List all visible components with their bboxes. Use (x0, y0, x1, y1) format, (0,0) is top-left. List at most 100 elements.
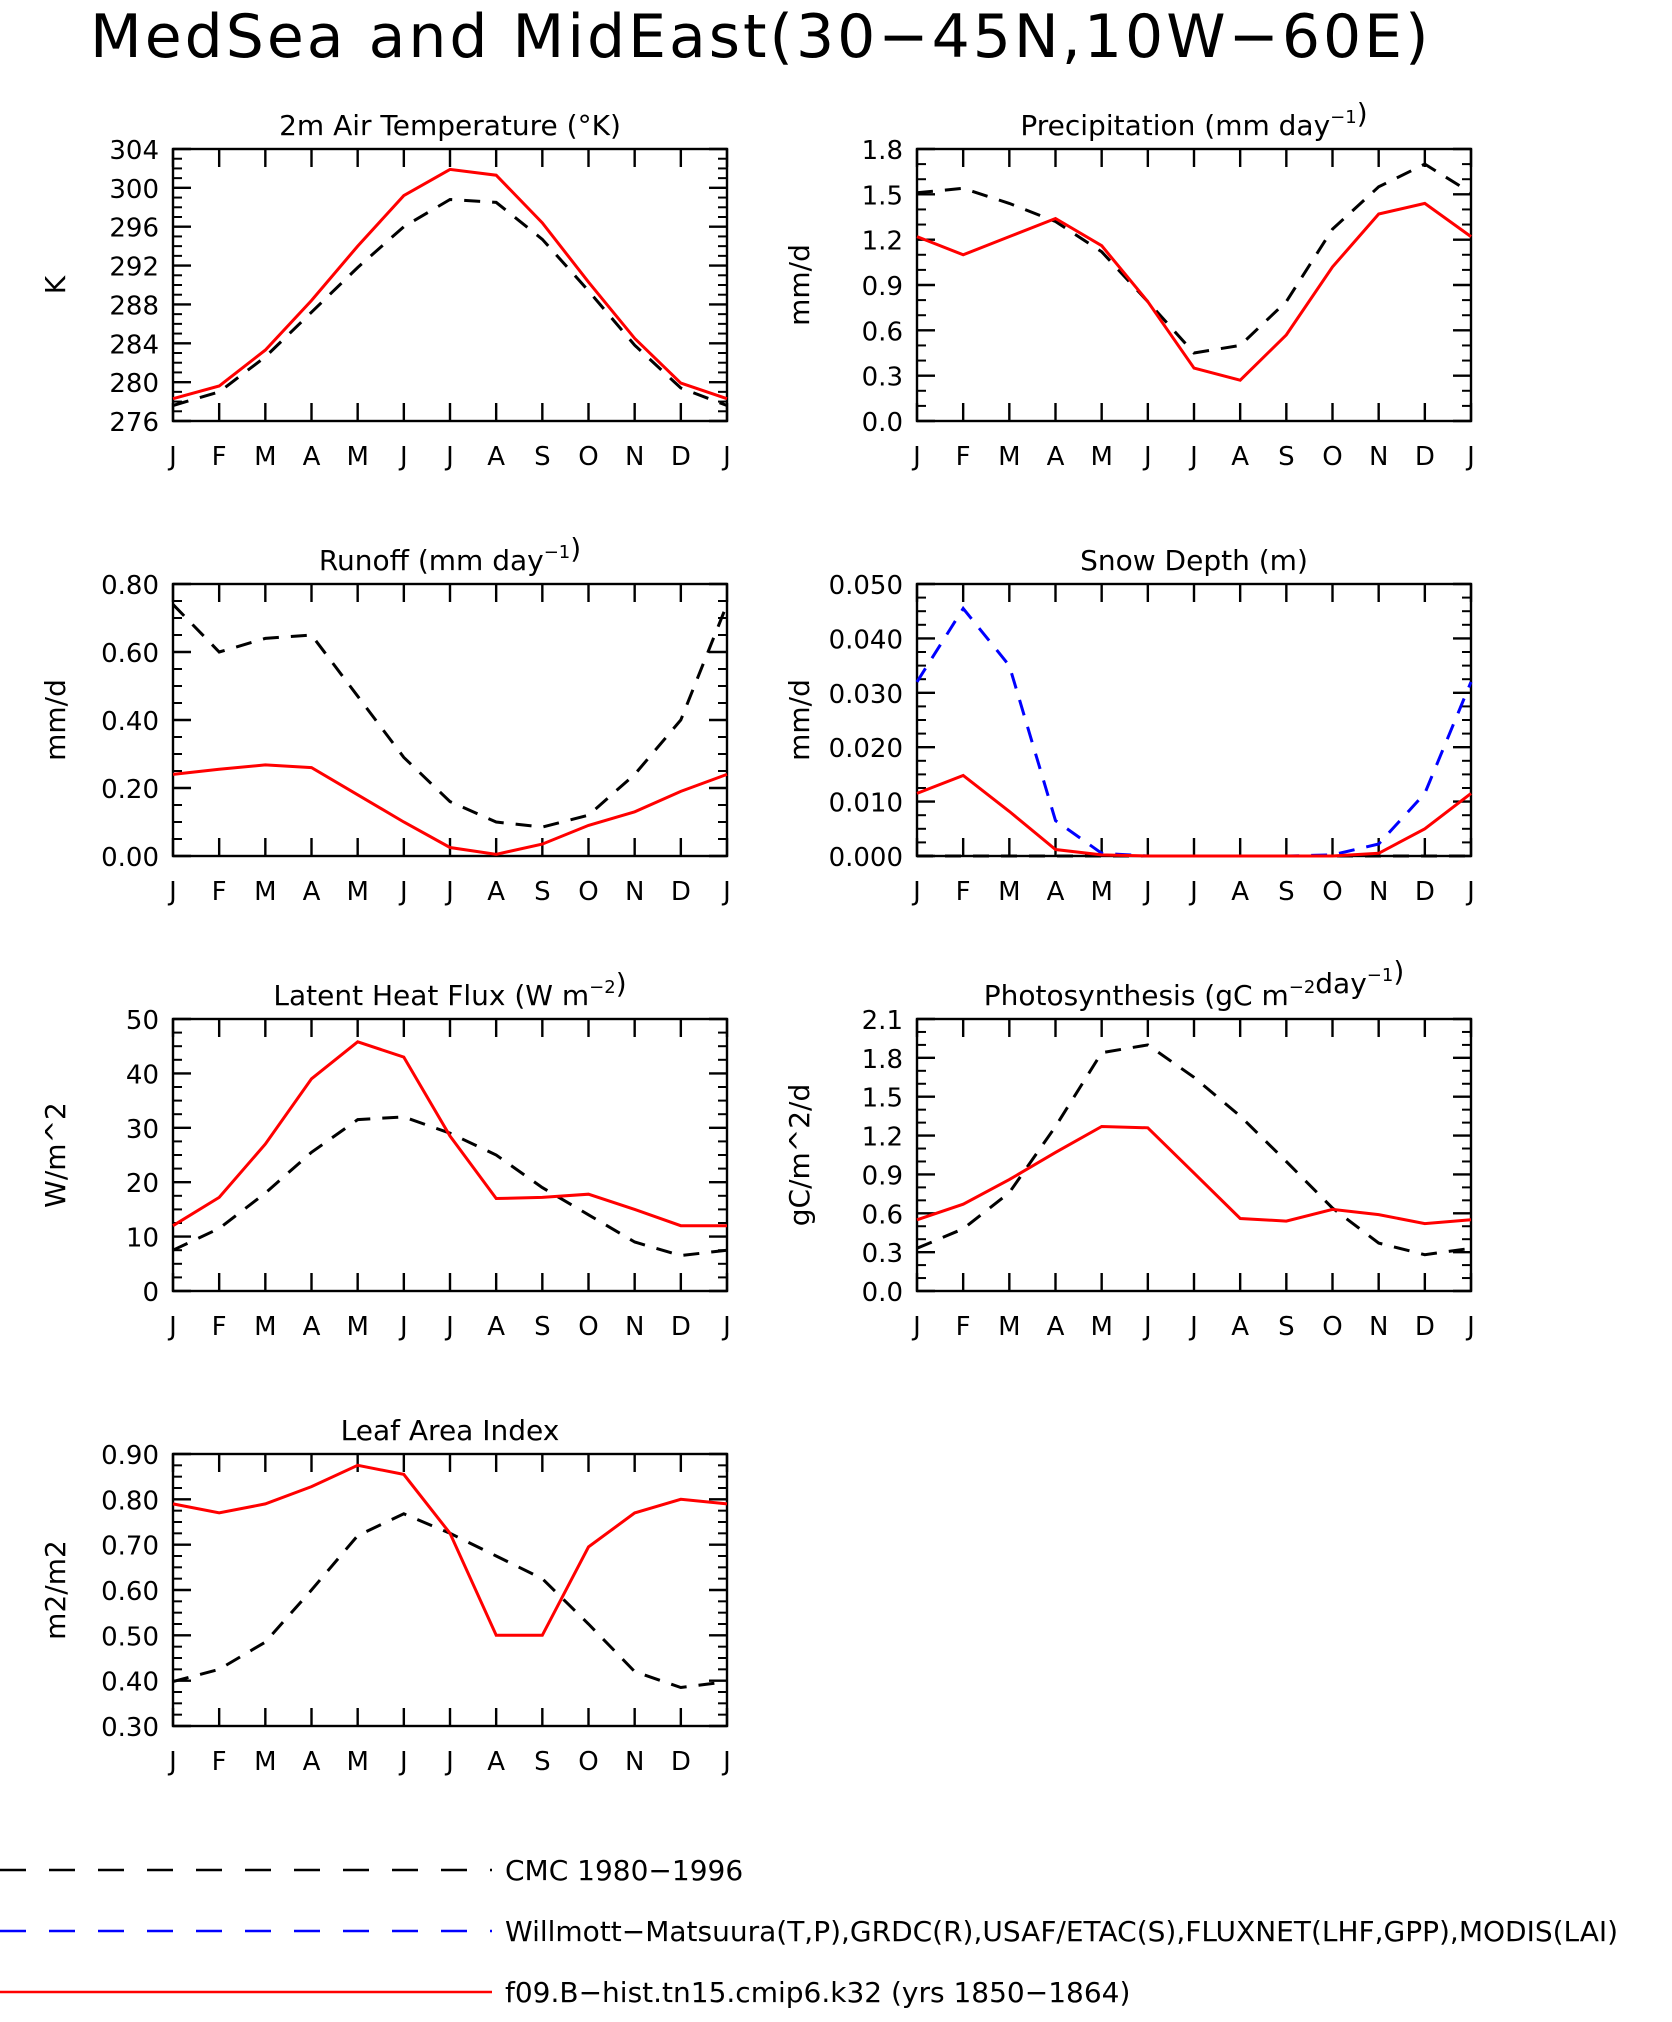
series-line (172, 197, 728, 407)
y-tick-label: 0.80 (101, 1486, 159, 1516)
x-tick-label: M (1090, 442, 1112, 472)
x-tick-label: J (167, 442, 177, 472)
y-tick-label: 0.60 (101, 639, 159, 669)
x-tick-label: J (167, 1312, 177, 1342)
y-tick-label: 1.8 (862, 136, 903, 166)
x-tick-label: F (212, 1312, 227, 1342)
y-tick-label: 0.20 (101, 775, 159, 805)
y-tick-label: 0.60 (101, 1577, 159, 1607)
y-tick-label: 0.00 (101, 843, 159, 873)
y-axis-label: mm/d (783, 244, 816, 326)
x-tick-label: J (1465, 877, 1475, 907)
y-tick-label: 0.70 (101, 1532, 159, 1562)
y-tick-label: 0.50 (101, 1622, 159, 1652)
y-tick-label: 0.3 (862, 363, 903, 393)
plot-frame (915, 582, 1473, 858)
y-tick-label: 0.9 (862, 1161, 903, 1191)
x-tick-label: J (1188, 442, 1198, 472)
x-tick-label: M (254, 1747, 276, 1777)
y-tick-label: 0.0 (862, 408, 903, 438)
x-tick-label: O (578, 1747, 598, 1777)
x-tick-label: A (1047, 877, 1065, 907)
x-tick-label: A (303, 1312, 321, 1342)
series-line (916, 1124, 1472, 1226)
x-tick-label: S (1278, 1312, 1295, 1342)
x-tick-label: F (956, 877, 971, 907)
y-tick-label: 1.8 (862, 1045, 903, 1075)
y-tick-label: 0.3 (862, 1239, 903, 1269)
x-tick-label: J (1188, 877, 1198, 907)
x-tick-label: F (212, 877, 227, 907)
x-tick-label: D (671, 442, 691, 472)
panel-title: Leaf Area Index (341, 1414, 560, 1447)
y-axis-label: mm/d (39, 679, 72, 761)
y-tick-label: 0.40 (101, 1668, 159, 1698)
x-tick-label: M (346, 1747, 368, 1777)
y-tick-label: 304 (109, 136, 159, 166)
x-tick-label: D (671, 877, 691, 907)
x-tick-label: D (1415, 877, 1435, 907)
series-line (172, 1512, 728, 1690)
y-tick-label: 0.30 (101, 1713, 159, 1743)
y-tick-label: 276 (109, 408, 159, 438)
y-tick-label: 296 (109, 214, 159, 244)
x-tick-label: M (254, 877, 276, 907)
x-tick-label: J (721, 1312, 731, 1342)
x-tick-label: A (303, 442, 321, 472)
x-tick-label: J (721, 877, 731, 907)
y-tick-label: 0.90 (101, 1441, 159, 1471)
x-tick-label: O (1322, 442, 1342, 472)
y-axis-label: mm/d (783, 679, 816, 761)
y-tick-label: 0.9 (862, 272, 903, 302)
x-tick-label: A (1231, 442, 1249, 472)
x-tick-label: J (1142, 442, 1152, 472)
panel-title: Runoff (mm day−1) (319, 532, 581, 577)
panel-title: 2m Air Temperature (°K) (279, 109, 621, 142)
y-tick-label: 0.030 (829, 680, 903, 710)
y-tick-label: 40 (126, 1060, 159, 1090)
legend-entry: f09.B−hist.tn15.cmip6.k32 (yrs 1850−1864… (0, 1976, 1130, 2009)
y-tick-label: 50 (126, 1006, 159, 1036)
x-tick-label: D (671, 1312, 691, 1342)
series-line (172, 1040, 727, 1228)
x-tick-label: S (534, 1747, 551, 1777)
x-tick-label: N (625, 877, 644, 907)
y-tick-label: 10 (126, 1224, 159, 1254)
x-tick-label: J (398, 1747, 408, 1777)
y-tick-label: 0.0 (862, 1278, 903, 1308)
chart-precipitation: 0.00.30.60.91.21.51.8J F M A M J J A S O N D JPrecip… (783, 97, 1475, 472)
series-line (916, 1043, 1472, 1257)
y-axis-label: gC/m^2/d (783, 1084, 816, 1227)
x-tick-label: A (487, 1312, 505, 1342)
panel-title: Photosynthesis (gC m−2day−1) (984, 955, 1405, 1012)
x-tick-label: J (911, 442, 921, 472)
x-tick-label: J (1142, 1312, 1152, 1342)
legend-entry: CMC 1980−1996 (0, 1854, 743, 1887)
y-tick-label: 30 (126, 1115, 159, 1145)
x-tick-label: A (303, 1747, 321, 1777)
y-tick-label: 0.6 (862, 317, 903, 347)
x-tick-label: D (671, 1747, 691, 1777)
legend-label: f09.B−hist.tn15.cmip6.k32 (yrs 1850−1864… (505, 1976, 1130, 2009)
y-tick-label: 0.050 (829, 571, 903, 601)
x-tick-label: J (398, 442, 408, 472)
y-tick-label: 300 (109, 175, 159, 205)
panel-title: Precipitation (mm day−1) (1020, 97, 1367, 142)
x-tick-label: S (534, 1312, 551, 1342)
panel-title: Latent Heat Flux (W m−2) (273, 967, 626, 1012)
y-tick-label: 1.2 (862, 1123, 903, 1153)
y-tick-label: 0.80 (101, 571, 159, 601)
x-tick-label: M (998, 877, 1020, 907)
x-tick-label: A (487, 1747, 505, 1777)
y-tick-label: 0.000 (829, 843, 903, 873)
x-tick-label: M (998, 1312, 1020, 1342)
chart-leaf-area-index: 0.300.400.500.600.700.800.90J F M A M J J A S O N D… (39, 1414, 731, 1777)
series-line (916, 773, 1472, 858)
series-line (171, 603, 729, 829)
x-tick-label: S (534, 877, 551, 907)
y-tick-label: 292 (109, 253, 159, 283)
x-tick-label: M (254, 442, 276, 472)
